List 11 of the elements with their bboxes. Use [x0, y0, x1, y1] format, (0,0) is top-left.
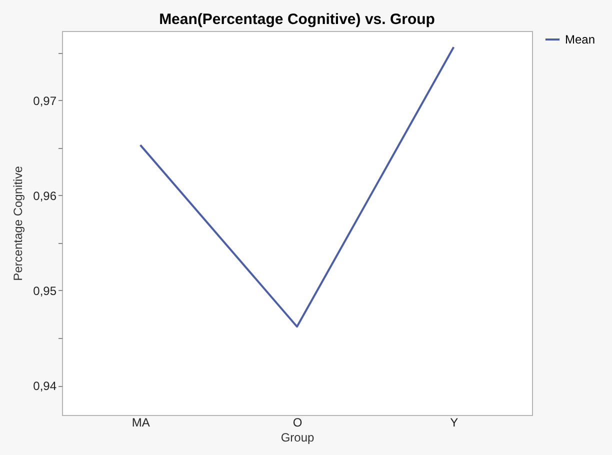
y-axis-title: Percentage Cognitive — [11, 166, 26, 281]
y-tick-label: 0,97 — [33, 94, 57, 108]
x-axis-title: Group — [280, 430, 314, 444]
y-tick-label: 0,96 — [33, 188, 57, 203]
y-tick-label: 0,94 — [33, 379, 57, 394]
x-tick-label: O — [292, 416, 302, 430]
x-tick-label: MA — [132, 416, 150, 430]
legend-label: Mean — [565, 32, 596, 46]
y-tick-label: 0,95 — [33, 284, 57, 298]
chart-title: Mean(Percentage Cognitive) vs. Group — [159, 11, 435, 28]
x-tick-label: Y — [450, 416, 458, 430]
